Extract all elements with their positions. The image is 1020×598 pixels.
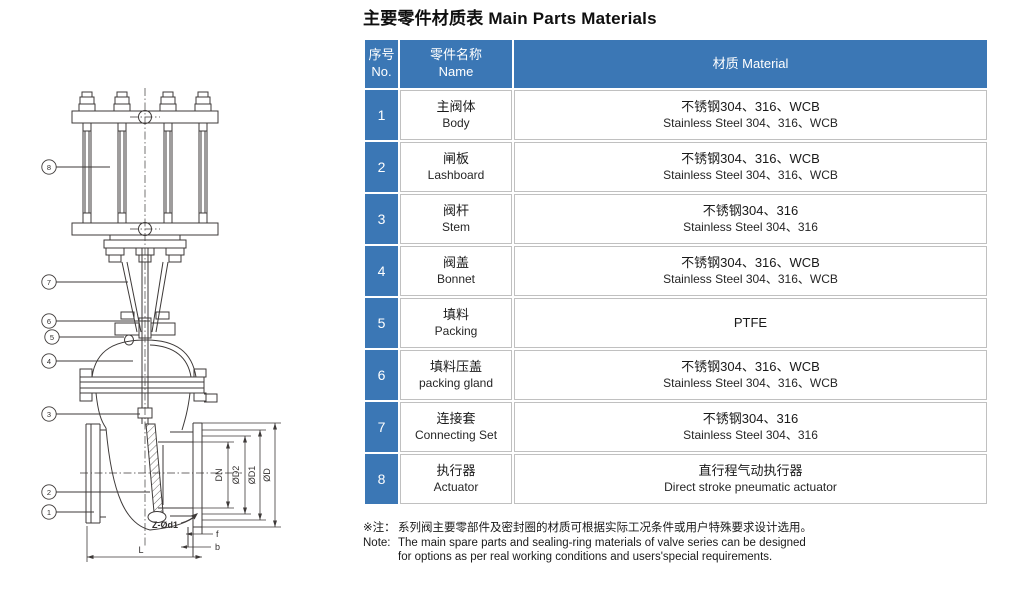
table-row: 2 闸板 Lashboard 不锈钢304、316、WCB Stainless St…: [365, 142, 987, 192]
svg-text:7: 7: [47, 278, 51, 287]
gate-wedge: [145, 423, 167, 523]
centerlines: [80, 88, 242, 548]
table-row: 8 执行器 Actuator 直行程气动执行器 Direct stroke pneu…: [365, 454, 987, 504]
svg-text:6: 6: [47, 317, 51, 326]
callout-circle: 6: [41, 313, 57, 329]
table-row: 1 主阀体 Body 不锈钢304、316、WCB Stainless Steel …: [365, 90, 987, 140]
dim-label-b: b: [215, 542, 220, 552]
callout-circle: 8: [41, 159, 57, 175]
actuator-outline: [71, 91, 219, 263]
svg-text:8: 8: [47, 163, 51, 172]
part-material: 不锈钢304、316、WCB Stainless Steel 304、316、WC…: [514, 246, 987, 296]
dimension-arrows: [87, 423, 277, 559]
table-row: 5 填料 Packing PTFE: [365, 298, 987, 348]
footnote-text-en-1: The main spare parts and sealing-ring ma…: [398, 536, 806, 549]
svg-text:4: 4: [47, 357, 51, 366]
part-name: 阀杆 Stem: [400, 194, 512, 244]
bonnet-body-outline: [79, 339, 218, 557]
dimension-labels: DN ØD2 ØD1 ØD Z-Ød1 f b L: [138, 466, 272, 555]
part-name: 执行器 Actuator: [400, 454, 512, 504]
dimension-lines: [86, 422, 281, 562]
callout-circle: 2: [41, 484, 57, 500]
main-parts-materials-table: 序号 No. 零件名称 Name 材质 Material 1 主阀体 Body 不锈钢…: [363, 38, 989, 506]
table-row: 3 阀杆 Stem 不锈钢304、316 Stainless Steel 304、3…: [365, 194, 987, 244]
part-name: 填料 Packing: [400, 298, 512, 348]
dim-label-z: Z-Ød1: [152, 520, 178, 530]
part-material: 不锈钢304、316、WCB Stainless Steel 304、316、WC…: [514, 90, 987, 140]
header-name: 零件名称 Name: [400, 40, 512, 88]
callout-circle: 7: [41, 274, 57, 290]
part-name: 闸板 Lashboard: [400, 142, 512, 192]
table-header-row: 序号 No. 零件名称 Name 材质 Material: [365, 40, 987, 88]
part-name: 连接套 Connecting Set: [400, 402, 512, 452]
row-number: 6: [365, 350, 398, 400]
callout-circle: 1: [41, 504, 57, 520]
row-number: 8: [365, 454, 398, 504]
table-row: 6 填料压盖 packing gland 不锈钢304、316、WCB Stainl…: [365, 350, 987, 400]
dim-label-l: L: [138, 545, 143, 555]
part-material: 不锈钢304、316、WCB Stainless Steel 304、316、WC…: [514, 350, 987, 400]
part-material: 不锈钢304、316 Stainless Steel 304、316: [514, 194, 987, 244]
part-material: PTFE: [514, 298, 987, 348]
row-number: 7: [365, 402, 398, 452]
header-no: 序号 No.: [365, 40, 398, 88]
gate-valve-diagram: DN ØD2 ØD1 ØD Z-Ød1 f b L 8 7 6 5 4 3 2 …: [41, 88, 281, 562]
callout-circle: 3: [41, 406, 57, 422]
svg-text:5: 5: [50, 333, 54, 342]
row-number: 2: [365, 142, 398, 192]
table-row: 7 连接套 Connecting Set 不锈钢304、316 Stainless …: [365, 402, 987, 452]
part-material: 直行程气动执行器 Direct stroke pneumatic actuator: [514, 454, 987, 504]
materials-panel: 主要零件材质表 Main Parts Materials 序号 No. 零件名称 N…: [363, 4, 989, 565]
callout-leaders: [56, 166, 150, 513]
row-number: 1: [365, 90, 398, 140]
callout-balloons: 8 7 6 5 4 3 2 1: [41, 159, 60, 520]
part-name: 阀盖 Bonnet: [400, 246, 512, 296]
yoke-stem-outline: [114, 248, 176, 424]
row-number: 3: [365, 194, 398, 244]
dim-label-d2: ØD2: [231, 466, 241, 485]
dim-label-f: f: [216, 529, 219, 539]
part-material: 不锈钢304、316 Stainless Steel 304、316: [514, 402, 987, 452]
footnote: ※注： 系列阀主要零部件及密封圈的材质可根据实际工况条件或用户特殊要求设计选用。…: [363, 521, 989, 565]
svg-text:2: 2: [47, 488, 51, 497]
dim-label-dn: DN: [214, 469, 224, 482]
footnote-label-zh: ※注：: [363, 522, 396, 534]
row-number: 5: [365, 298, 398, 348]
page-title: 主要零件材质表 Main Parts Materials: [363, 9, 657, 28]
row-number: 4: [365, 246, 398, 296]
svg-text:3: 3: [47, 410, 51, 419]
dim-label-d1: ØD1: [247, 466, 257, 485]
callout-circle: 4: [41, 353, 57, 369]
footnote-label-en: Note:: [363, 536, 391, 549]
part-name: 主阀体 Body: [400, 90, 512, 140]
footnote-text-zh: 系列阀主要零部件及密封圈的材质可根据实际工况条件或用户特殊要求设计选用。: [398, 522, 812, 534]
header-material: 材质 Material: [514, 40, 987, 88]
dim-label-d: ØD: [262, 468, 272, 482]
part-material: 不锈钢304、316、WCB Stainless Steel 304、316、WC…: [514, 142, 987, 192]
part-name: 填料压盖 packing gland: [400, 350, 512, 400]
footnote-text-en-2: for options as per real working conditio…: [398, 551, 773, 564]
valve-technical-drawing: DN ØD2 ØD1 ØD Z-Ød1 f b L 8 7 6 5 4 3 2 …: [0, 0, 360, 593]
callout-circle: 5: [44, 329, 60, 345]
svg-text:1: 1: [47, 508, 51, 517]
table-row: 4 阀盖 Bonnet 不锈钢304、316、WCB Stainless Steel…: [365, 246, 987, 296]
